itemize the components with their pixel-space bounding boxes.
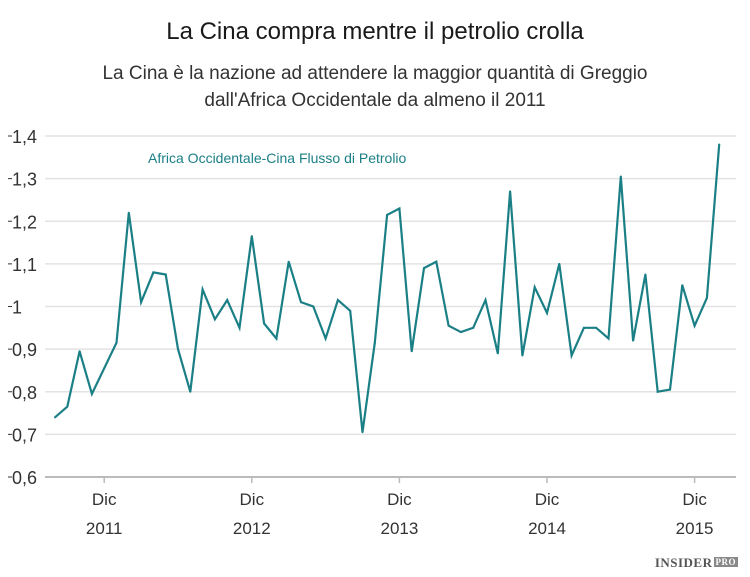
data-point — [373, 341, 376, 344]
data-point — [152, 271, 155, 274]
data-point — [681, 284, 684, 287]
data-point — [287, 260, 290, 263]
data-point — [619, 175, 622, 178]
x-tick-label-month: Dic — [92, 490, 117, 509]
data-point — [54, 416, 56, 419]
data-point — [423, 267, 425, 270]
data-point — [103, 367, 106, 370]
data-point — [398, 207, 401, 210]
data-point — [607, 337, 610, 340]
data-point — [644, 273, 647, 276]
y-tick-label: 0,8 — [12, 383, 37, 403]
data-point — [213, 318, 216, 321]
data-point — [582, 326, 585, 329]
data-point — [472, 326, 475, 329]
data-point — [312, 305, 315, 308]
series-label: Africa Occidentale-Cina Flusso di Petrol… — [148, 150, 407, 166]
data-point — [361, 431, 364, 434]
x-tick-label-year: 2013 — [380, 519, 418, 538]
data-point — [300, 301, 302, 304]
data-point — [435, 260, 438, 263]
x-tick-label-month: Dic — [535, 490, 560, 509]
data-point — [386, 213, 389, 216]
y-tick-label: 1,1 — [12, 255, 37, 275]
x-tick-label-year: 2011 — [86, 519, 123, 538]
data-point — [90, 392, 93, 395]
series-line — [54, 144, 721, 433]
y-tick-label: 0,7 — [12, 425, 37, 445]
data-point — [595, 326, 598, 329]
data-point — [656, 390, 659, 393]
data-point — [533, 286, 536, 289]
y-tick-label: 0,9 — [12, 340, 37, 360]
data-point — [336, 299, 339, 302]
subtitle-line-1: La Cina è la nazione ad attendere la mag… — [102, 63, 648, 84]
data-point — [189, 390, 192, 393]
insider-pro-logo: INSIDER PRO — [654, 555, 738, 570]
data-point — [705, 296, 708, 299]
data-point — [349, 309, 352, 312]
data-point — [669, 388, 671, 391]
x-tick-label-year: 2015 — [676, 519, 714, 538]
x-tick-label-month: Dic — [387, 490, 412, 509]
data-point — [546, 311, 548, 314]
chart-title: La Cina compra mentre il petrolio crolla — [166, 18, 584, 45]
data-point — [238, 326, 241, 329]
data-point — [78, 350, 81, 353]
data-point — [509, 190, 512, 193]
data-point — [177, 348, 179, 351]
data-point — [693, 324, 696, 327]
chart-subtitle: La Cina è la nazione ad attendere la mag… — [0, 60, 750, 114]
data-point — [521, 354, 524, 357]
data-point — [201, 288, 204, 291]
data-point — [558, 262, 561, 265]
x-tick-label-year: 2012 — [233, 519, 271, 538]
data-point — [632, 339, 635, 342]
data-point — [140, 301, 143, 304]
data-point — [484, 299, 487, 302]
data-point — [447, 324, 450, 327]
data-point — [250, 235, 253, 238]
data-point — [275, 337, 278, 340]
data-point — [496, 352, 499, 355]
data-point — [570, 354, 573, 357]
y-tick-label: 1,3 — [12, 170, 37, 190]
y-tick-label: 1,4 — [12, 127, 37, 147]
data-point — [115, 341, 118, 344]
data-point — [263, 322, 266, 325]
x-tick-label-month: Dic — [682, 490, 707, 509]
data-point — [66, 405, 69, 408]
data-point — [410, 350, 413, 353]
data-point — [127, 211, 130, 214]
data-point — [324, 337, 327, 340]
x-tick-label-month: Dic — [240, 490, 265, 509]
data-point — [226, 299, 229, 302]
subtitle-line-2: dall'Africa Occidentale da almeno il 201… — [204, 90, 546, 111]
y-tick-label: 1,2 — [12, 212, 37, 232]
data-point — [718, 143, 721, 146]
x-tick-label-year: 2014 — [528, 519, 566, 538]
data-point — [459, 331, 462, 334]
y-tick-label: 0,6 — [12, 468, 37, 488]
y-tick-label: 1 — [12, 298, 22, 318]
data-point — [164, 273, 167, 276]
